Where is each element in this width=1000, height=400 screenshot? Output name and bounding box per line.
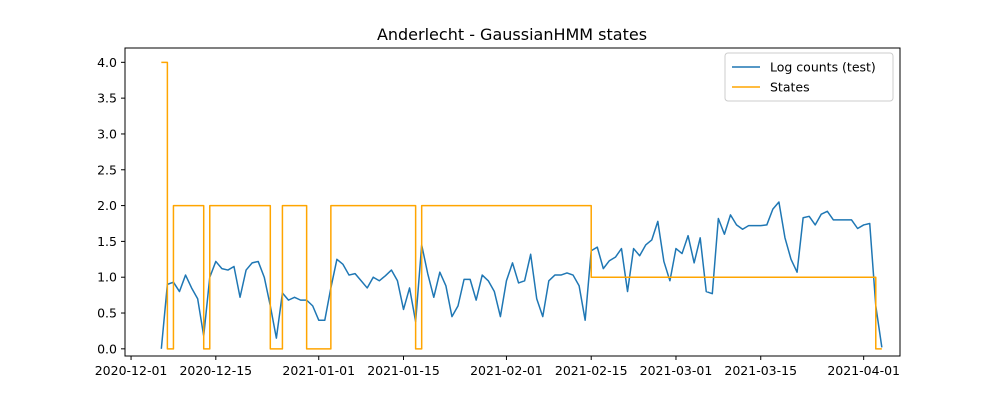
legend-box bbox=[724, 52, 894, 102]
y-tick-label: 1.5 bbox=[97, 234, 117, 249]
y-tick-label: 0.5 bbox=[97, 306, 117, 321]
x-tick-label: 2021-01-15 bbox=[367, 363, 440, 378]
x-tick-label: 2021-04-01 bbox=[827, 363, 900, 378]
chart-title: Anderlecht - GaussianHMM states bbox=[377, 25, 647, 44]
x-tick-label: 2021-01-01 bbox=[282, 363, 355, 378]
series-line-states bbox=[161, 61, 882, 350]
y-tick-label: 1.0 bbox=[97, 270, 117, 285]
legend: Log counts (test) States bbox=[724, 52, 894, 102]
y-tick-label: 3.0 bbox=[97, 126, 117, 141]
x-tick-label: 2021-03-15 bbox=[724, 363, 797, 378]
legend-label-states: States bbox=[770, 80, 810, 95]
y-tick-label: 0.0 bbox=[97, 341, 117, 356]
x-tick-label: 2020-12-15 bbox=[179, 363, 252, 378]
x-tick-label: 2021-03-01 bbox=[640, 363, 713, 378]
y-tick-label: 2.0 bbox=[97, 198, 117, 213]
y-tick-label: 3.5 bbox=[97, 91, 117, 106]
x-tick-label: 2021-02-01 bbox=[470, 363, 543, 378]
y-tick-label: 2.5 bbox=[97, 162, 117, 177]
axis-ticks: 2020-12-01 2020-12-15 2021-01-01 2021-01-15… bbox=[95, 55, 900, 378]
x-tick-label: 2020-12-01 bbox=[95, 363, 168, 378]
plot-area bbox=[160, 61, 883, 350]
y-tick-label: 4.0 bbox=[97, 55, 117, 70]
x-tick-label: 2021-02-15 bbox=[555, 363, 628, 378]
legend-label-log-counts: Log counts (test) bbox=[770, 60, 876, 75]
series-line-log-counts-test bbox=[160, 201, 883, 349]
axes-frame bbox=[124, 47, 901, 357]
